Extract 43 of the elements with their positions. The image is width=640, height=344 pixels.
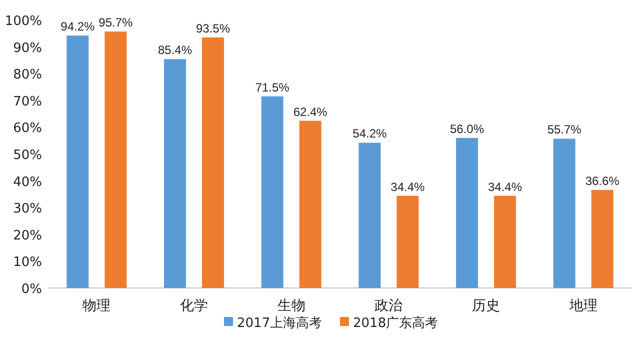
y-tick-label: 60%	[13, 121, 42, 136]
y-tick-label: 50%	[13, 148, 42, 163]
bar	[456, 138, 478, 288]
y-tick-label: 80%	[13, 68, 42, 83]
data-label: 56.0%	[450, 122, 484, 136]
data-label: 36.6%	[585, 174, 620, 188]
y-tick-label: 70%	[13, 94, 42, 110]
bar	[202, 37, 224, 288]
data-label: 71.5%	[255, 80, 290, 94]
legend-label: 2017上海高考	[237, 315, 322, 331]
data-label: 34.4%	[488, 180, 522, 194]
data-label: 93.5%	[196, 21, 230, 36]
y-tick-label: 0%	[21, 282, 42, 297]
bar	[261, 96, 284, 288]
legend-label: 2018广东高考	[353, 315, 438, 331]
data-label: 94.2%	[60, 20, 96, 34]
data-label: 85.4%	[158, 43, 192, 58]
y-tick-label: 10%	[13, 255, 42, 270]
bar	[553, 138, 576, 288]
y-tick-label: 90%	[13, 40, 42, 56]
y-tick-label: 20%	[13, 228, 42, 244]
x-tick-label: 政治	[374, 298, 403, 314]
x-tick-label: 化学	[180, 298, 208, 314]
data-label: 54.2%	[352, 126, 388, 141]
data-label: 34.4%	[390, 180, 426, 194]
bar	[164, 59, 186, 288]
bar	[358, 142, 381, 288]
bar	[299, 120, 322, 288]
y-tick-label: 40%	[13, 174, 42, 190]
data-label: 95.7%	[98, 16, 134, 30]
bar	[66, 36, 89, 288]
x-tick-label: 物理	[82, 298, 111, 314]
bar	[396, 196, 419, 288]
y-tick-label: 100%	[4, 14, 42, 29]
data-label: 62.4%	[293, 104, 328, 119]
y-tick-label: 30%	[13, 202, 42, 217]
bar	[591, 190, 614, 288]
x-tick-label: 地理	[568, 298, 598, 314]
data-label: 55.7%	[547, 122, 582, 137]
bar	[494, 196, 516, 288]
x-tick-label: 历史	[472, 298, 500, 314]
x-tick-label: 生物	[277, 298, 306, 314]
bar	[104, 32, 127, 288]
